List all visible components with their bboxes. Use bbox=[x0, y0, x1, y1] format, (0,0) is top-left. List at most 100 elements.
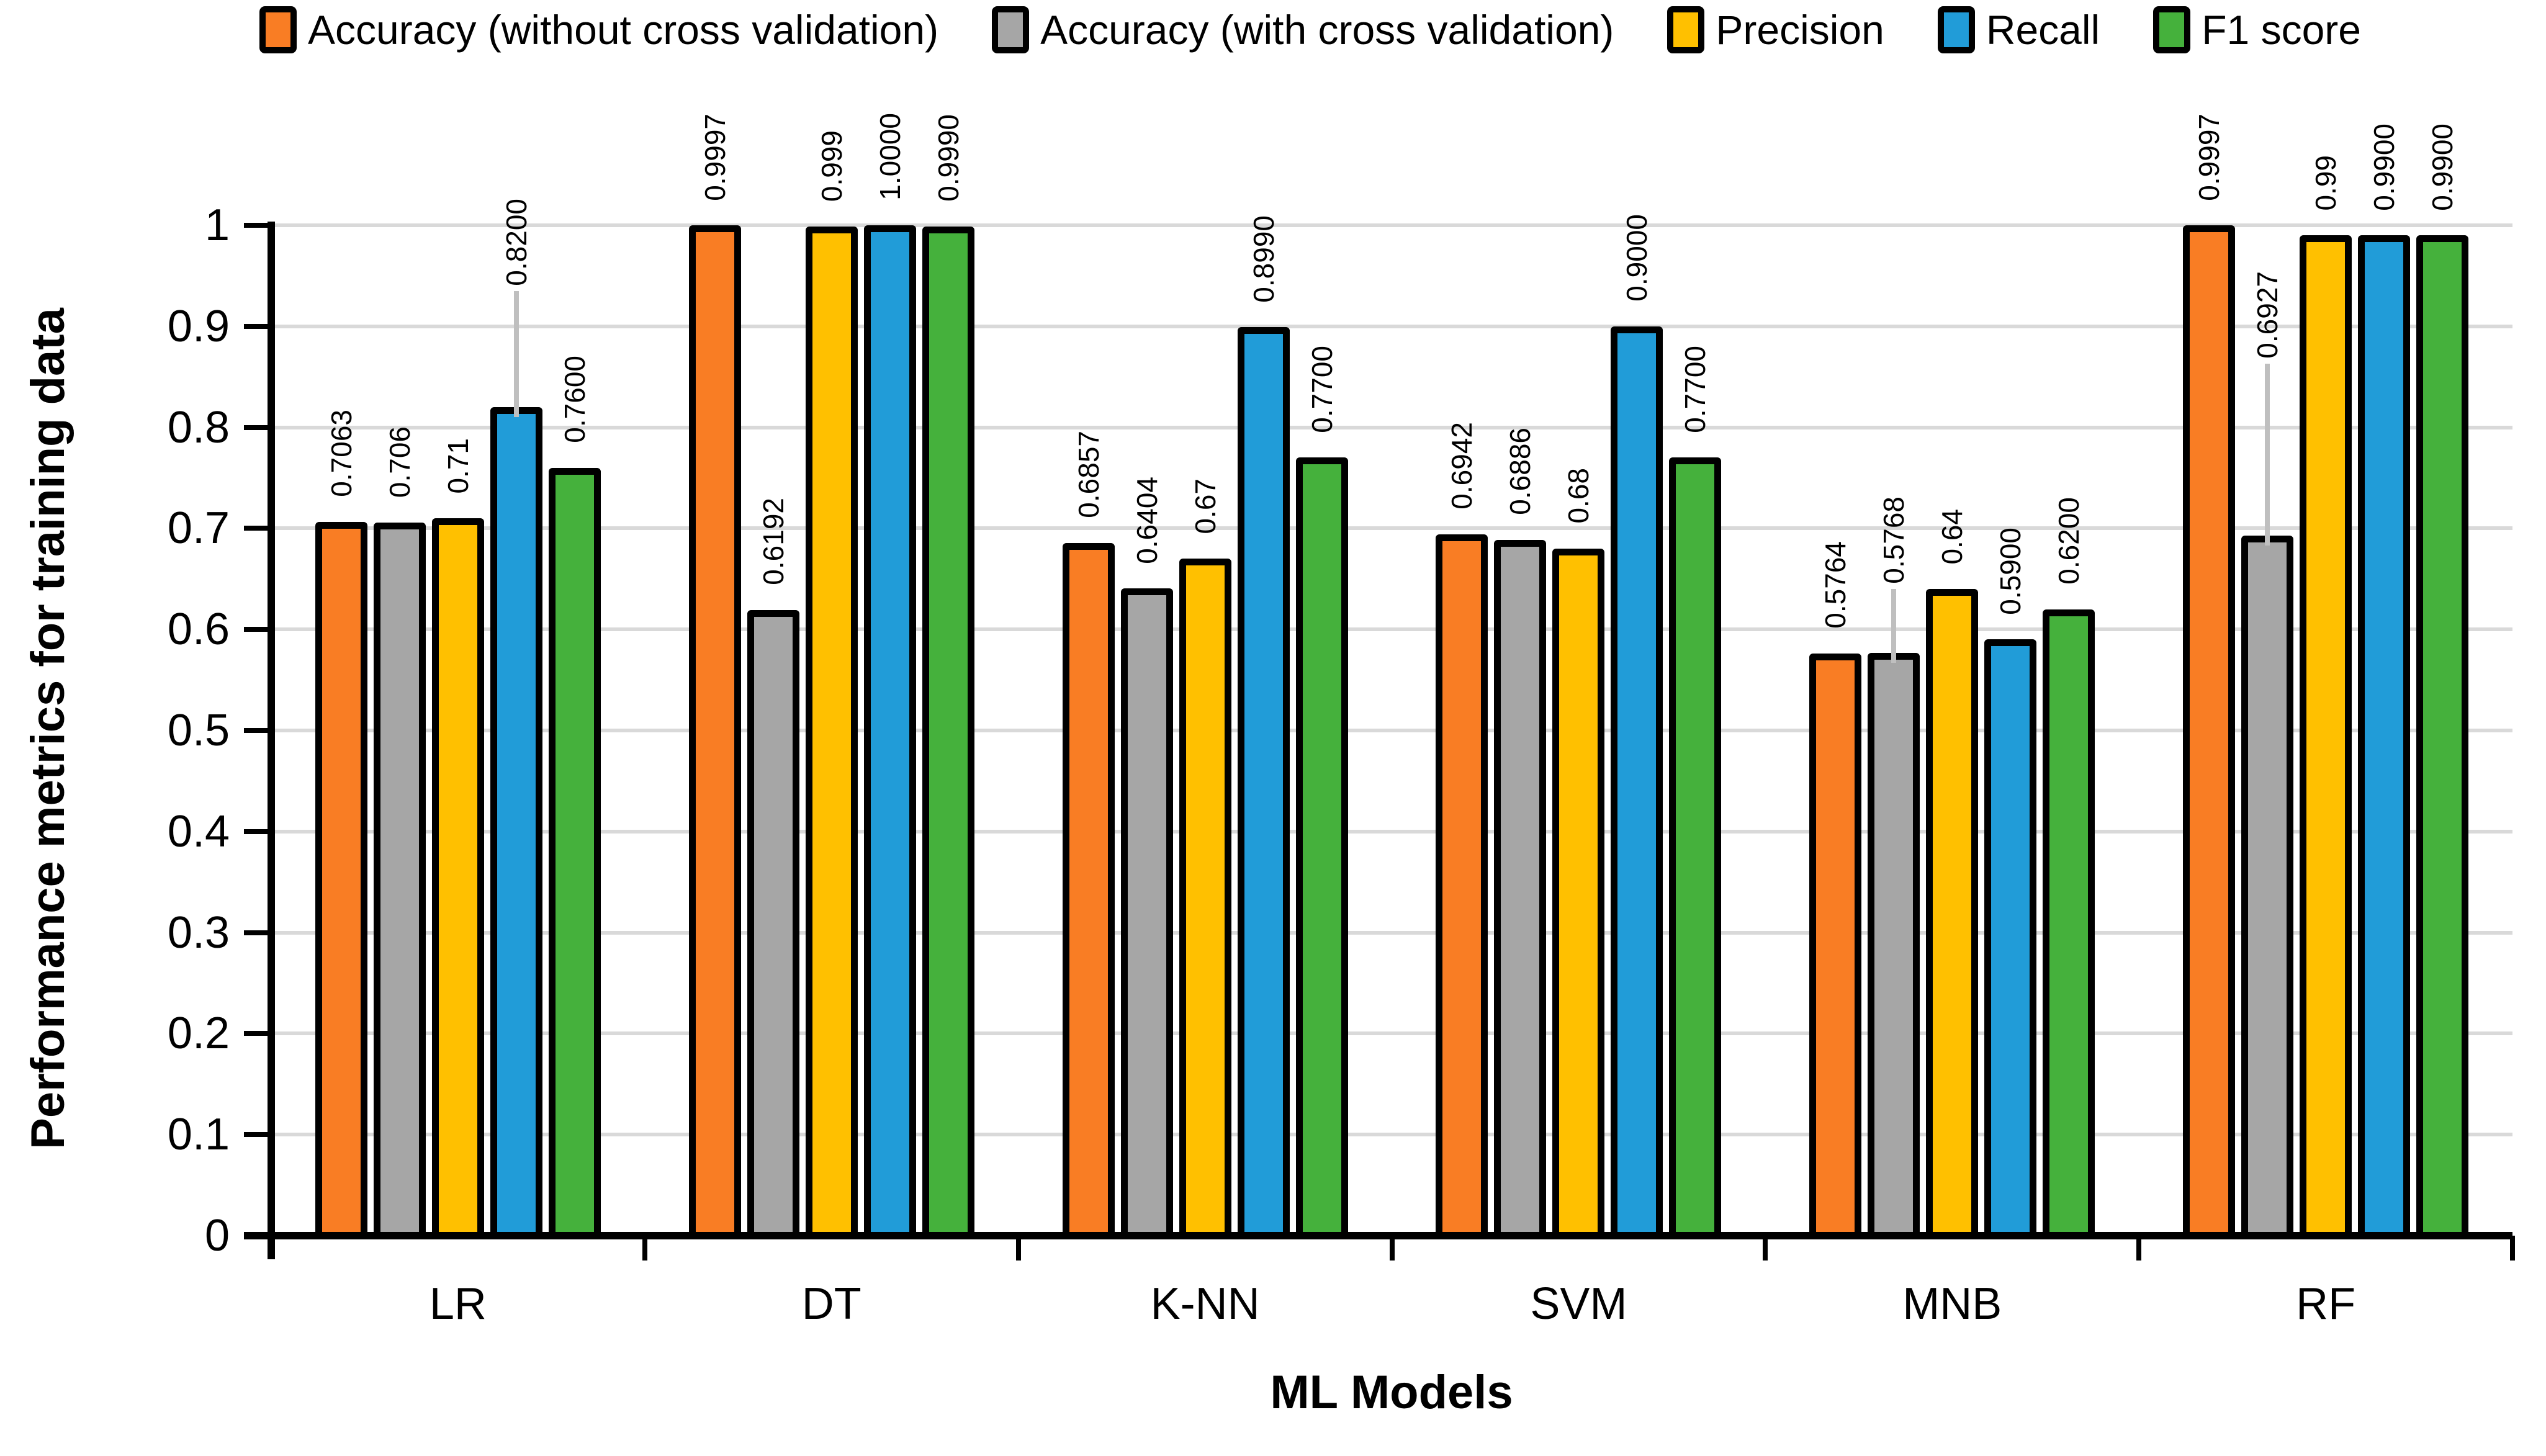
bar-accuracy-with-cross-validation--K-NN bbox=[1120, 588, 1173, 1239]
bar-recall-RF bbox=[2358, 235, 2411, 1239]
data-label: 0.67 bbox=[1189, 478, 1221, 534]
y-tick-label: 0 bbox=[204, 1211, 230, 1261]
bar-accuracy-without-cross-validation--LR bbox=[315, 522, 367, 1239]
bar-accuracy-without-cross-validation--SVM bbox=[1436, 534, 1488, 1239]
y-tick-mark bbox=[244, 627, 271, 632]
bar-accuracy-without-cross-validation--MNB bbox=[1809, 653, 1862, 1239]
y-tick-mark bbox=[244, 930, 271, 935]
bar-precision-DT bbox=[805, 226, 858, 1239]
bar-f1-score-MNB bbox=[2043, 609, 2095, 1239]
bar-accuracy-with-cross-validation--SVM bbox=[1494, 539, 1547, 1239]
data-label: 0.9900 bbox=[2368, 123, 2401, 211]
legend-swatch-icon bbox=[259, 6, 297, 53]
bar-recall-LR bbox=[490, 407, 542, 1239]
bar-recall-SVM bbox=[1611, 326, 1663, 1239]
y-tick-mark bbox=[244, 829, 271, 834]
bar-precision-MNB bbox=[1926, 589, 1979, 1239]
bar-recall-MNB bbox=[1984, 639, 2037, 1239]
data-label: 0.6404 bbox=[1130, 476, 1163, 564]
data-label: 1.0000 bbox=[873, 113, 906, 200]
gridline bbox=[271, 627, 2512, 632]
x-tick-mark bbox=[1015, 1236, 1021, 1261]
category-label-K-NN: K-NN bbox=[1150, 1279, 1260, 1329]
y-tick-mark bbox=[244, 323, 271, 329]
bar-recall-DT bbox=[863, 225, 916, 1239]
y-tick-label: 0.8 bbox=[167, 402, 230, 452]
bar-precision-LR bbox=[431, 518, 484, 1239]
category-label-DT: DT bbox=[801, 1279, 861, 1329]
bar-f1-score-RF bbox=[2416, 235, 2469, 1239]
data-label: 0.9990 bbox=[932, 114, 965, 202]
data-label: 0.9997 bbox=[698, 113, 731, 201]
legend-swatch-icon bbox=[992, 6, 1030, 53]
bar-f1-score-K-NN bbox=[1295, 457, 1348, 1239]
x-tick-mark bbox=[642, 1236, 647, 1261]
gridline bbox=[271, 425, 2512, 429]
data-label: 0.6886 bbox=[1504, 428, 1537, 515]
gridline bbox=[271, 526, 2512, 531]
data-label-leader-line bbox=[513, 290, 519, 418]
legend-item-3: Recall bbox=[1937, 6, 2100, 53]
x-tick-mark bbox=[2510, 1236, 2515, 1261]
data-label: 0.64 bbox=[1936, 508, 1969, 565]
data-label: 0.6200 bbox=[2053, 497, 2085, 585]
gridline bbox=[271, 1031, 2512, 1036]
data-label: 0.5900 bbox=[1994, 527, 2027, 615]
data-label: 0.5764 bbox=[1819, 541, 1852, 629]
legend-swatch-icon bbox=[1937, 6, 1975, 53]
y-tick-label: 0.4 bbox=[167, 806, 230, 856]
y-tick-label: 0.5 bbox=[167, 706, 230, 755]
bar-accuracy-with-cross-validation--MNB bbox=[1868, 652, 1920, 1239]
category-label-RF: RF bbox=[2296, 1279, 2356, 1329]
data-label: 0.9000 bbox=[1621, 214, 1653, 302]
legend-label: Recall bbox=[1986, 7, 2100, 53]
gridline bbox=[271, 829, 2512, 834]
bar-precision-K-NN bbox=[1179, 559, 1231, 1239]
data-label: 0.8200 bbox=[500, 198, 533, 286]
legend-swatch-icon bbox=[2153, 6, 2191, 53]
legend-label: Accuracy (without cross validation) bbox=[308, 7, 939, 53]
x-tick-mark bbox=[1763, 1236, 1768, 1261]
legend-item-1: Accuracy (with cross validation) bbox=[992, 6, 1614, 53]
bar-accuracy-without-cross-validation--RF bbox=[2183, 225, 2236, 1239]
y-tick-label: 0.1 bbox=[167, 1110, 230, 1160]
gridline bbox=[271, 1133, 2512, 1137]
y-tick-label: 0.2 bbox=[167, 1009, 230, 1059]
legend-label: Precision bbox=[1716, 7, 1884, 53]
legend-item-4: F1 score bbox=[2153, 6, 2361, 53]
y-tick-mark bbox=[244, 1132, 271, 1138]
data-label: 0.999 bbox=[815, 130, 848, 202]
gridline bbox=[271, 324, 2512, 328]
data-label: 0.8990 bbox=[1247, 215, 1280, 303]
category-label-MNB: MNB bbox=[1902, 1279, 2002, 1329]
gridline bbox=[271, 930, 2512, 935]
bar-accuracy-without-cross-validation--DT bbox=[688, 225, 741, 1239]
x-tick-mark bbox=[2136, 1236, 2142, 1261]
y-axis-title: Performance metrics for training data bbox=[22, 308, 74, 1149]
legend-item-0: Accuracy (without cross validation) bbox=[259, 6, 938, 53]
y-tick-mark bbox=[244, 728, 271, 733]
bar-accuracy-without-cross-validation--K-NN bbox=[1062, 542, 1115, 1239]
bar-accuracy-with-cross-validation--DT bbox=[747, 609, 799, 1239]
data-label: 0.6192 bbox=[757, 498, 789, 585]
y-tick-label: 0.6 bbox=[167, 604, 230, 655]
y-tick-mark bbox=[244, 526, 271, 531]
y-tick-mark bbox=[244, 223, 271, 228]
y-axis-line bbox=[268, 222, 275, 1259]
chart-legend: Accuracy (without cross validation) Accur… bbox=[0, 6, 2546, 53]
data-label-leader-line bbox=[1891, 588, 1897, 663]
y-tick-label: 0.3 bbox=[167, 907, 230, 958]
data-label: 0.6942 bbox=[1446, 422, 1478, 510]
data-label: 0.9997 bbox=[2193, 113, 2226, 201]
y-tick-mark bbox=[244, 425, 271, 430]
y-tick-label: 0.9 bbox=[167, 301, 230, 351]
data-label: 0.706 bbox=[383, 426, 416, 498]
gridline bbox=[271, 729, 2512, 732]
bar-accuracy-with-cross-validation--RF bbox=[2241, 536, 2294, 1239]
bar-recall-K-NN bbox=[1237, 327, 1290, 1239]
y-tick-mark bbox=[244, 1031, 271, 1036]
legend-label: F1 score bbox=[2202, 7, 2361, 53]
bar-f1-score-DT bbox=[922, 226, 974, 1239]
y-tick-label: 0.7 bbox=[167, 503, 230, 554]
